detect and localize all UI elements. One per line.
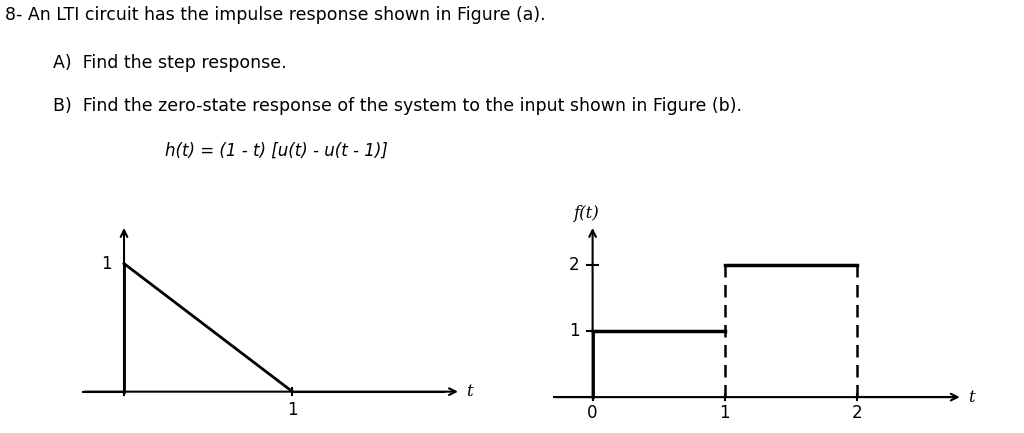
Text: 0: 0: [588, 404, 598, 422]
Text: 8- An LTI circuit has the impulse response shown in Figure (a).: 8- An LTI circuit has the impulse respon…: [5, 6, 546, 25]
Text: 1: 1: [101, 255, 113, 273]
Text: 1: 1: [287, 401, 298, 419]
Text: A)  Find the step response.: A) Find the step response.: [31, 54, 287, 72]
Text: 1: 1: [568, 322, 580, 340]
Text: h(t) = (1 - t) [u(t) - u(t - 1)]: h(t) = (1 - t) [u(t) - u(t - 1)]: [165, 142, 388, 160]
Text: 1: 1: [720, 404, 730, 422]
Text: t: t: [968, 388, 975, 406]
Text: 2: 2: [852, 404, 862, 422]
Text: B)  Find the zero-state response of the system to the input shown in Figure (b).: B) Find the zero-state response of the s…: [31, 97, 741, 116]
Text: f(t): f(t): [572, 205, 599, 222]
Text: t: t: [466, 383, 472, 400]
Text: 2: 2: [568, 256, 580, 274]
